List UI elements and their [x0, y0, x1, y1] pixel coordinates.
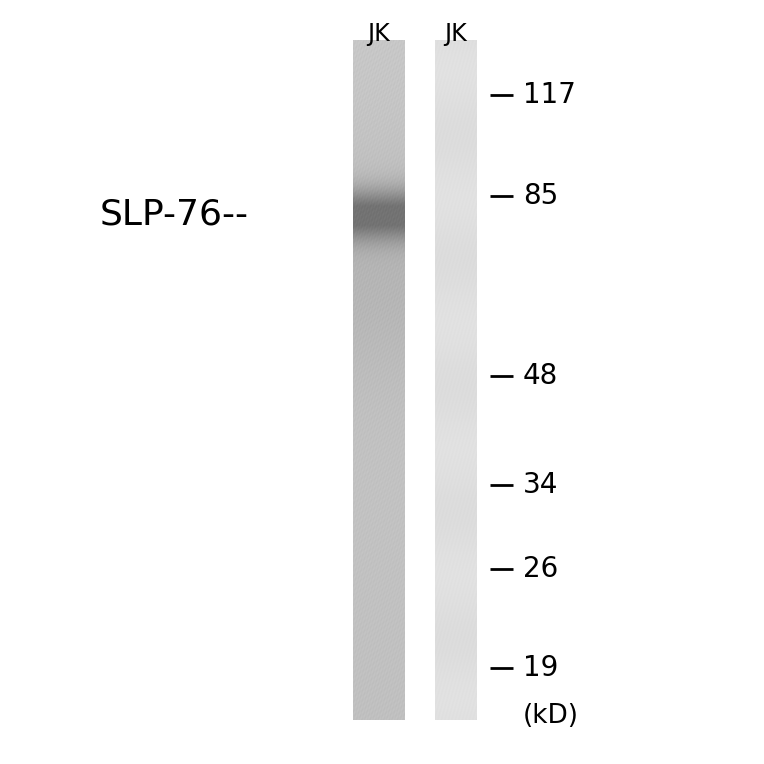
Text: 19: 19 [523, 654, 558, 682]
Text: 85: 85 [523, 182, 558, 210]
Text: SLP-76--: SLP-76-- [100, 198, 249, 231]
Text: JK: JK [445, 22, 468, 46]
Text: JK: JK [367, 22, 390, 46]
Text: 26: 26 [523, 555, 558, 583]
Text: 48: 48 [523, 362, 558, 390]
Text: (kD): (kD) [523, 703, 579, 729]
Text: 117: 117 [523, 81, 576, 109]
Text: 34: 34 [523, 471, 558, 499]
